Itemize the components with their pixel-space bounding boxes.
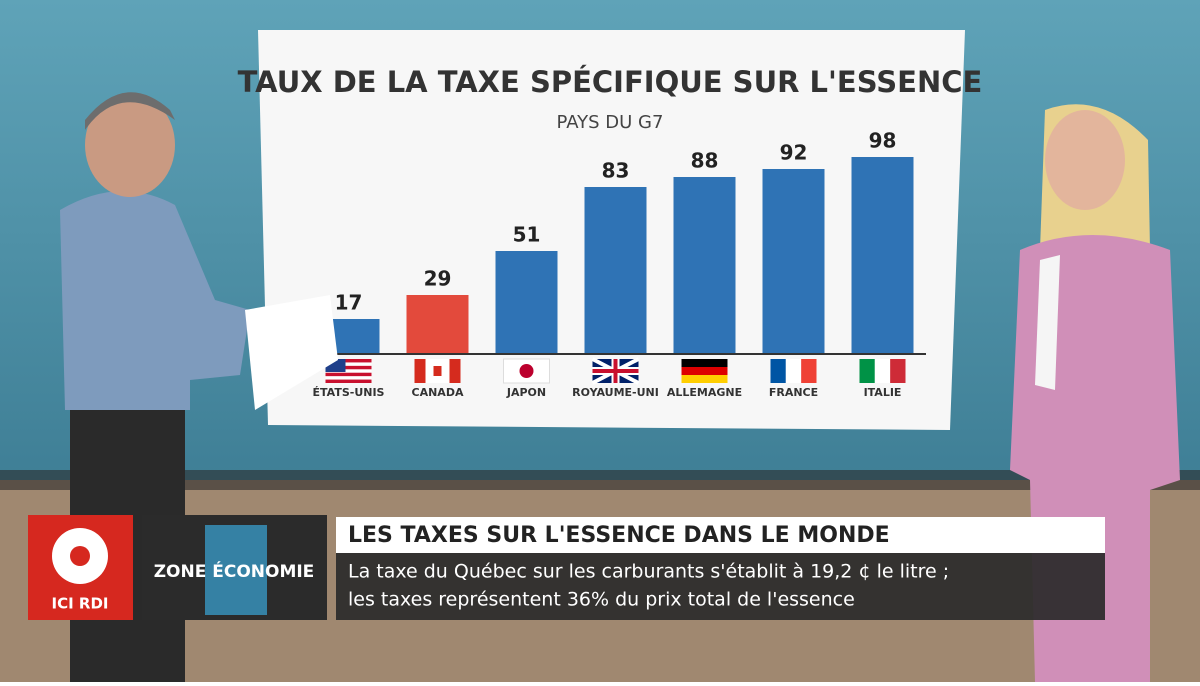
flag-part: [414, 359, 426, 383]
bar: [495, 251, 558, 353]
logo-text: ICI RDI: [52, 595, 109, 613]
flag-icon: [770, 359, 817, 383]
x-tick-label: ÉTATS-UNIS: [313, 386, 385, 399]
flag-icon: [503, 358, 550, 384]
bar: [406, 295, 469, 353]
headline: LES TAXES SUR L'ESSENCE DANS LE MONDE: [348, 523, 890, 548]
flag-icon: [681, 359, 728, 383]
caption-box: [336, 553, 1105, 620]
value-label: 29: [424, 267, 452, 291]
flag-part: [592, 369, 639, 373]
x-tick-label: ROYAUME-UNI: [572, 386, 659, 399]
flag-part: [785, 359, 802, 383]
value-label: 51: [513, 223, 541, 247]
chart: TAUX DE LA TAXE SPÉCIFIQUE SUR L'ESSENCE…: [238, 65, 983, 399]
flag-part: [890, 359, 906, 383]
caption-line: les taxes représentent 36% du prix total…: [348, 589, 855, 611]
wall-base: [0, 470, 1200, 490]
flag-part: [449, 359, 461, 383]
flag-part: [681, 367, 728, 375]
value-label: 83: [602, 159, 630, 183]
flag-part: [325, 365, 372, 370]
x-tick-label: ITALIE: [864, 386, 902, 399]
flag-part: [325, 379, 372, 383]
flag-part: [770, 359, 786, 383]
x-tick-label: FRANCE: [769, 386, 818, 399]
flag-part: [325, 372, 372, 377]
bar: [673, 177, 736, 353]
x-tick-label: CANADA: [412, 386, 464, 399]
bar: [851, 157, 914, 353]
flag-icon: [414, 359, 461, 383]
x-tick-label: JAPON: [506, 386, 546, 399]
flag-icon: [859, 359, 906, 383]
flag-part: [859, 359, 875, 383]
program-z-mark: [205, 525, 267, 615]
flag-icon: [591, 357, 640, 385]
headline-box: [336, 517, 1105, 553]
flag-part: [801, 359, 817, 383]
caption-line: La taxe du Québec sur les carburants s'é…: [348, 561, 949, 583]
flag-part: [433, 366, 442, 376]
program-name: ZONE ÉCONOMIE: [154, 560, 315, 582]
chart-subtitle: PAYS DU G7: [557, 112, 664, 133]
value-label: 88: [691, 149, 719, 173]
value-label: 98: [869, 129, 897, 153]
flag-part: [681, 359, 728, 367]
flag-part: [519, 364, 534, 378]
bar: [584, 187, 647, 353]
flag-icon: [325, 359, 372, 383]
value-label: 92: [780, 141, 808, 165]
flag-part: [325, 359, 372, 363]
flag-part: [874, 359, 891, 383]
chart-title: TAUX DE LA TAXE SPÉCIFIQUE SUR L'ESSENCE: [238, 65, 983, 99]
flag-part: [681, 375, 728, 383]
bar: [762, 169, 825, 353]
value-label: 17: [335, 291, 363, 315]
x-tick-label: ALLEMAGNE: [667, 386, 742, 399]
